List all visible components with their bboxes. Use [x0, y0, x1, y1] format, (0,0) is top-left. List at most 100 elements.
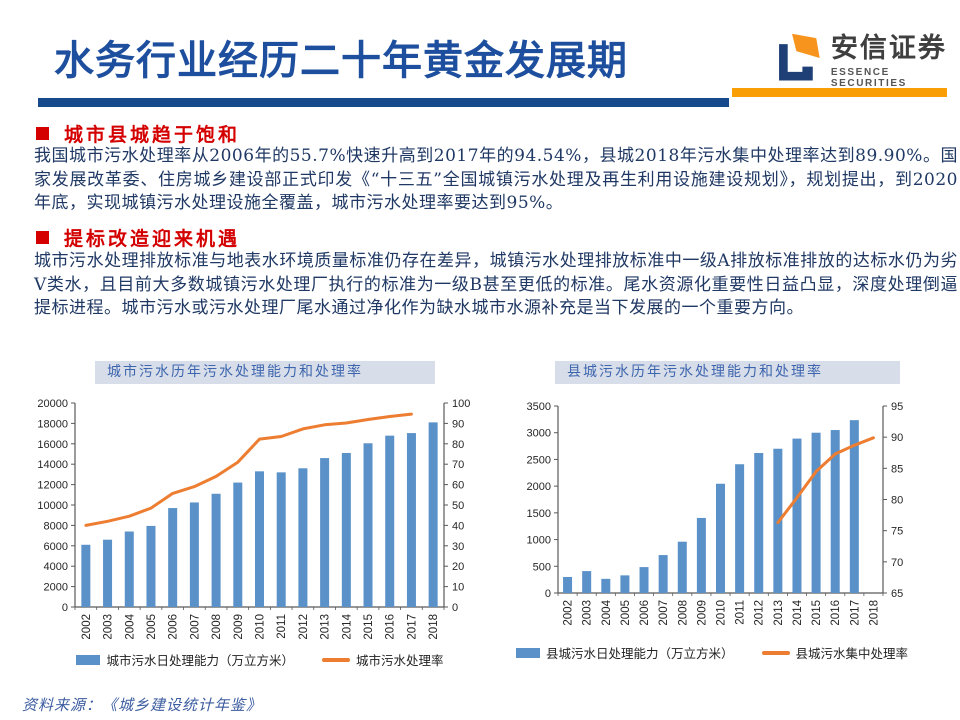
- source-note: 资料来源：《城乡建设统计年鉴》: [22, 696, 263, 714]
- svg-text:2003: 2003: [103, 614, 115, 640]
- bar: [363, 443, 373, 607]
- line-series: [84, 412, 413, 527]
- bar: [406, 433, 416, 607]
- svg-text:3000: 3000: [527, 428, 551, 440]
- city-sewage-chart: 0 2000 4000 6000 8000 10000 12000 14000 16000 180…: [37, 398, 470, 640]
- svg-text:70: 70: [452, 459, 464, 471]
- svg-text:2005: 2005: [146, 614, 158, 640]
- svg-text:2016: 2016: [830, 600, 842, 626]
- logo-cn: 安信证券: [830, 33, 947, 63]
- svg-text:2011: 2011: [735, 600, 747, 625]
- svg-text:2007: 2007: [189, 614, 201, 640]
- bar: [276, 472, 286, 607]
- bar: [639, 567, 649, 593]
- bar: [168, 508, 178, 607]
- svg-text:2017: 2017: [849, 600, 861, 626]
- bar: [233, 482, 243, 607]
- svg-text:2000: 2000: [44, 582, 68, 594]
- svg-text:75: 75: [891, 526, 903, 538]
- svg-text:2013: 2013: [773, 600, 785, 626]
- svg-text:2010: 2010: [255, 614, 267, 640]
- svg-text:0: 0: [62, 602, 68, 614]
- svg-text:2002: 2002: [563, 600, 575, 626]
- svg-text:6000: 6000: [44, 541, 68, 553]
- logo: 安信证券 ESSENCE SECURITIES: [773, 26, 960, 89]
- svg-text:12000: 12000: [37, 480, 68, 492]
- bar: [124, 531, 134, 607]
- bar: [103, 539, 113, 607]
- logo-en: ESSENCE SECURITIES: [830, 67, 907, 89]
- svg-text:2007: 2007: [658, 600, 670, 626]
- bar: [716, 483, 725, 593]
- bullet-square-icon: [36, 127, 49, 140]
- bar: [320, 458, 330, 607]
- bullet-square-icon: [36, 231, 49, 244]
- city-chart-legend: 城市污水日处理能力（万立方米） 城市污水处理率: [70, 650, 450, 669]
- svg-text:40: 40: [452, 520, 464, 532]
- bar: [792, 438, 802, 593]
- section-heading-2: 提标改造迎来机遇: [64, 228, 241, 250]
- svg-text:70: 70: [891, 557, 903, 569]
- svg-text:2013: 2013: [320, 614, 332, 640]
- bar: [754, 453, 764, 593]
- bar: [601, 578, 611, 593]
- logo-mark-icon: [779, 33, 820, 80]
- svg-text:2002: 2002: [81, 614, 93, 640]
- bar: [428, 422, 438, 607]
- legend-item: 城市污水日处理能力（万立方米）: [76, 650, 294, 669]
- bar: [298, 468, 308, 607]
- svg-text:2008: 2008: [211, 614, 223, 640]
- svg-text:2008: 2008: [677, 600, 689, 626]
- svg-text:10000: 10000: [37, 500, 68, 512]
- bar: [563, 576, 573, 593]
- svg-text:2015: 2015: [363, 614, 375, 640]
- svg-text:50: 50: [452, 500, 464, 512]
- logo-underline: [732, 88, 947, 97]
- bar: [849, 420, 859, 593]
- svg-text:2006: 2006: [639, 600, 651, 626]
- svg-text:2500: 2500: [527, 454, 551, 466]
- svg-text:0: 0: [545, 588, 551, 600]
- svg-text:30: 30: [452, 541, 464, 553]
- svg-text:3500: 3500: [527, 401, 551, 413]
- svg-text:2012: 2012: [754, 600, 766, 626]
- svg-text:10: 10: [452, 582, 464, 594]
- svg-text:2005: 2005: [620, 600, 632, 626]
- bar: [658, 555, 668, 593]
- bar: [735, 464, 745, 593]
- bar: [146, 525, 156, 607]
- line-swatch-icon: [761, 650, 790, 655]
- svg-text:2016: 2016: [385, 614, 397, 640]
- svg-text:95: 95: [891, 401, 903, 413]
- logo-text: 安信证券 ESSENCE SECURITIES: [831, 26, 960, 89]
- chart-title-city: 城市污水历年污水处理能力和处理率: [95, 361, 435, 384]
- svg-text:2000: 2000: [527, 481, 551, 493]
- svg-text:2010: 2010: [716, 600, 728, 626]
- svg-text:2014: 2014: [792, 599, 804, 625]
- svg-text:2018: 2018: [868, 600, 880, 626]
- section-heading-1: 城市县城趋于饱和: [64, 124, 241, 146]
- line-swatch-icon: [322, 657, 350, 662]
- bar: [677, 541, 687, 593]
- legend-label: 城市污水日处理能力（万立方米）: [106, 653, 294, 668]
- svg-text:18000: 18000: [37, 418, 68, 430]
- svg-text:100: 100: [452, 398, 470, 410]
- svg-text:90: 90: [891, 432, 903, 444]
- svg-text:14000: 14000: [37, 459, 68, 471]
- svg-text:2004: 2004: [601, 599, 613, 625]
- svg-text:20000: 20000: [37, 398, 68, 410]
- legend-item: 城市污水处理率: [322, 650, 444, 669]
- svg-text:80: 80: [891, 495, 903, 507]
- bar: [255, 471, 264, 607]
- svg-text:2014: 2014: [341, 613, 353, 639]
- svg-text:1500: 1500: [527, 508, 551, 520]
- svg-text:1000: 1000: [527, 535, 551, 547]
- svg-text:65: 65: [891, 588, 903, 600]
- svg-text:2018: 2018: [428, 614, 440, 640]
- svg-text:2017: 2017: [406, 614, 418, 640]
- svg-text:2015: 2015: [811, 600, 823, 626]
- bar: [830, 430, 840, 593]
- page-title: 水务行业经历二十年黄金发展期: [54, 39, 628, 83]
- svg-text:16000: 16000: [37, 439, 68, 451]
- bar-swatch-icon: [76, 654, 101, 665]
